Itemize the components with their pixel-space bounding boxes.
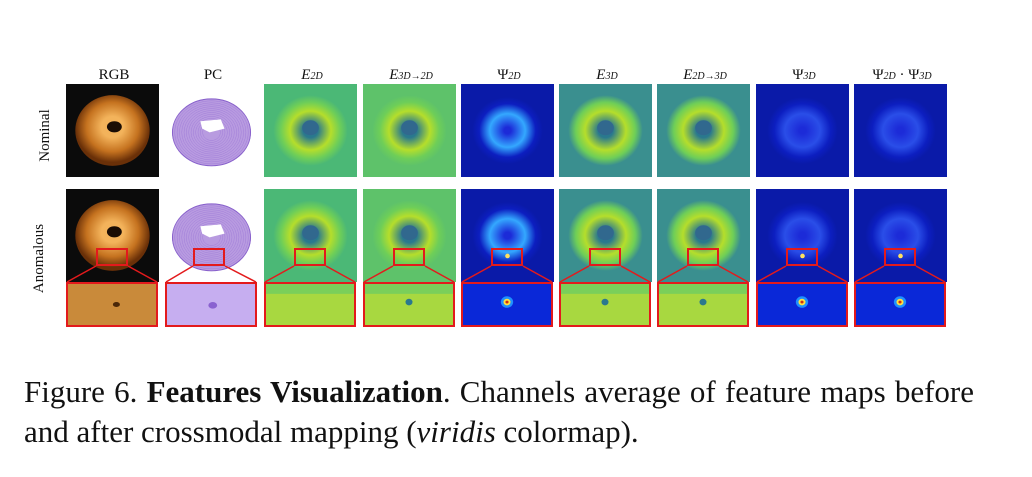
zoom-crop-psi2d: [461, 282, 553, 327]
column-header-e2d3d: E2D→3D: [657, 66, 753, 86]
column-header-pc: PC: [165, 66, 261, 84]
anomalous-tile-rgb: [66, 189, 159, 282]
column-header-main: Ψ: [872, 67, 884, 83]
roi-box: [491, 248, 523, 266]
nominal-tile-psi2d: [461, 84, 554, 177]
anomalous-tile-e2d3d: [657, 189, 750, 282]
anomalous-tile-e3d2d: [363, 189, 456, 282]
column-header-psi2d: Ψ2D: [461, 66, 557, 86]
anomalous-tile-psi3d: [756, 189, 849, 282]
column-header-sub2: 3D: [919, 71, 932, 82]
column-header-main: E: [596, 67, 606, 83]
column-header-e3d2d: E3D→2D: [363, 66, 459, 86]
anomalous-tile-pc: [165, 189, 258, 282]
column-header-sub: 2D→3D: [692, 71, 727, 82]
caption-text: . Channels average of feature maps befor…: [24, 374, 974, 449]
roi-box: [294, 248, 326, 266]
column-header-psiprod: Ψ2D · Ψ3D: [854, 66, 950, 86]
column-header-main2: · Ψ: [895, 67, 920, 83]
column-header-rgb: RGB: [66, 66, 162, 84]
column-header-sub: 3D→2D: [398, 71, 433, 82]
nominal-tile-psiprod: [854, 84, 947, 177]
roi-box: [884, 248, 916, 266]
column-header-main: E: [683, 67, 693, 83]
zoom-crop-e3d: [559, 282, 651, 327]
column-header-e2d: E2D: [264, 66, 360, 86]
anomalous-tile-e2d: [264, 189, 357, 282]
anomalous-tile-e3d: [559, 189, 652, 282]
column-header-sub: 2D: [883, 71, 896, 82]
column-header-main: Ψ: [792, 67, 804, 83]
caption-text-end: colormap).: [495, 414, 639, 449]
nominal-tile-e2d: [264, 84, 357, 177]
zoom-crop-rgb: [66, 282, 158, 327]
column-header-main: RGB: [98, 67, 130, 83]
zoom-crop-psi3d: [756, 282, 848, 327]
column-header-main: E: [301, 67, 311, 83]
caption-italic: viridis: [416, 414, 496, 449]
column-header-sub: 2D: [310, 71, 323, 82]
column-header-sub: 2D: [508, 71, 521, 82]
column-header-sub: 3D: [605, 71, 618, 82]
nominal-tile-e2d3d: [657, 84, 750, 177]
row-label-anomalous: Anomalous: [31, 223, 48, 294]
roi-box: [687, 248, 719, 266]
nominal-tile-pc: [165, 84, 258, 177]
column-header-main: E: [389, 67, 399, 83]
zoom-crop-e3d2d: [363, 282, 455, 327]
roi-box: [589, 248, 621, 266]
column-header-main: Ψ: [497, 67, 509, 83]
caption-title: Features Visualization: [146, 374, 443, 409]
nominal-tile-e3d2d: [363, 84, 456, 177]
figure-caption: Figure 6. Features Visualization. Channe…: [24, 372, 974, 452]
nominal-tile-psi3d: [756, 84, 849, 177]
column-header-e3d: E3D: [559, 66, 655, 86]
roi-box: [96, 248, 128, 266]
zoom-crop-pc: [165, 282, 257, 327]
roi-box: [786, 248, 818, 266]
row-label-nominal: Nominal: [36, 109, 53, 162]
nominal-tile-rgb: [66, 84, 159, 177]
zoom-crop-e2d3d: [657, 282, 749, 327]
column-header-sub: 3D: [803, 71, 816, 82]
anomalous-tile-psiprod: [854, 189, 947, 282]
column-header-psi3d: Ψ3D: [756, 66, 852, 86]
zoom-crop-psiprod: [854, 282, 946, 327]
anomalous-tile-psi2d: [461, 189, 554, 282]
caption-label: Figure 6.: [24, 374, 138, 409]
roi-box: [393, 248, 425, 266]
nominal-tile-e3d: [559, 84, 652, 177]
zoom-crop-e2d: [264, 282, 356, 327]
roi-box: [193, 248, 225, 266]
column-header-main: PC: [203, 67, 223, 83]
